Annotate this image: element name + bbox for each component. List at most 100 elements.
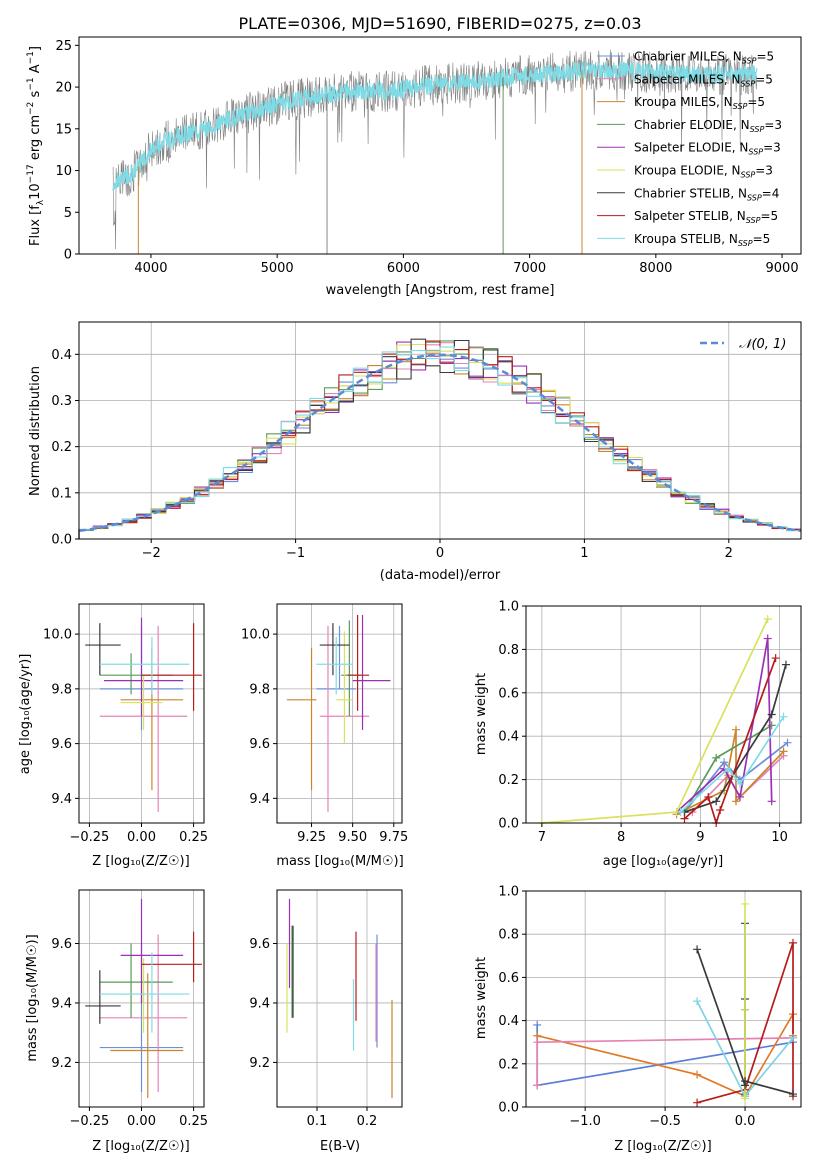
histogram-ylabel: Normed distribution xyxy=(28,366,43,496)
x-tick-label: −2 xyxy=(142,546,161,561)
weight-marker xyxy=(741,1094,750,1103)
legend-label: Kroupa STELIB, NSSP=5 xyxy=(634,232,770,248)
spectrum-ylabel: Flux [fλ10−17 erg cm−2 s−1 A−1] xyxy=(26,46,46,246)
y-tick-label: 0.8 xyxy=(498,928,519,943)
y-tick-label: 1.0 xyxy=(498,600,519,615)
weight-marker xyxy=(789,1090,798,1099)
y-tick-label: 9.2 xyxy=(51,1056,72,1071)
gauss-legend-label: 𝒩(0, 1) xyxy=(739,337,786,352)
ebv-mass-panel: 0.1 0.2 9.2 9.4 9.6 E(B-V) xyxy=(249,889,403,1154)
legend-label: Salpeter MILES, NSSP=5 xyxy=(634,72,773,88)
x-tick-label: 2 xyxy=(725,546,733,561)
weight-marker xyxy=(735,792,744,801)
y-tick-label: 0.0 xyxy=(498,1101,519,1116)
mass-age-xlabel: mass [log₁₀(M/M☉)] xyxy=(276,854,403,869)
weight-marker xyxy=(783,738,792,747)
z-mass-xlabel: Z [log₁₀(Z/Z☉)] xyxy=(92,1139,189,1154)
z-weight-panel: −1.0 −0.5 0.0 0.0 0.2 0.4 0.6 0.8 1.0 Z [log₁₀(Z… xyxy=(474,885,802,1154)
z-mass-panel: −0.25 0.00 0.25 9.2 9.4 9.6 Z [log₁₀(Z/Z☉)] m… xyxy=(25,889,208,1154)
y-tick-label: 9.6 xyxy=(51,937,72,952)
legend-label: Chabrier ELODIE, NSSP=3 xyxy=(634,118,782,134)
weight-marker xyxy=(767,721,776,730)
x-tick-label: 9.50 xyxy=(338,830,367,845)
y-tick-label: 0.4 xyxy=(51,348,72,363)
histogram-series xyxy=(78,338,801,539)
y-tick-label: 0.6 xyxy=(498,971,519,986)
y-tick-label: 0.2 xyxy=(498,1057,519,1072)
y-tick-label: 0.8 xyxy=(498,643,519,658)
weight-marker xyxy=(771,654,780,663)
y-tick-label: 9.6 xyxy=(249,737,270,752)
spectrum-legend: Chabrier MILES, NSSP=5 Salpeter MILES, NS… xyxy=(597,50,782,248)
weight-series-line xyxy=(679,716,785,813)
z-age-panel: −0.25 0.00 0.25 9.4 9.6 9.8 10.0 Z [log₁₀(Z/Z☉… xyxy=(18,603,208,869)
age-weight-xlabel: age [log₁₀(age/yr)] xyxy=(603,854,724,869)
spectrum-panel: 4000 5000 6000 7000 8000 9000 0 5 10 15 20 25 wavel… xyxy=(26,36,802,298)
x-tick-label: 0.00 xyxy=(127,830,156,845)
weight-marker xyxy=(533,1020,542,1029)
weight-series-line xyxy=(696,942,794,1104)
weight-marker xyxy=(724,764,733,773)
spectrum-axes-frame xyxy=(78,36,802,255)
weight-marker xyxy=(716,805,725,814)
y-tick-label: 0.4 xyxy=(498,730,519,745)
weight-marker xyxy=(533,1081,542,1090)
y-tick-label: 0.0 xyxy=(51,533,72,548)
weight-marker xyxy=(693,1070,702,1079)
z-weight-xlabel: Z [log₁₀(Z/Z☉)] xyxy=(614,1139,711,1154)
y-tick-label: 0.0 xyxy=(498,817,519,832)
legend-label: Kroupa ELODIE, NSSP=3 xyxy=(634,164,773,180)
gauss-curve xyxy=(78,353,802,533)
y-tick-label: 0.3 xyxy=(51,394,72,409)
histogram-xlabel: (data-model)/error xyxy=(380,568,501,583)
x-tick-label: 0.2 xyxy=(357,1114,378,1129)
mass-age-axes-frame xyxy=(276,603,403,824)
weight-marker xyxy=(533,1038,542,1047)
spectrum-xlabel: wavelength [Angstrom, rest frame] xyxy=(326,283,555,298)
y-tick-label: 0.6 xyxy=(498,686,519,701)
weight-marker xyxy=(779,712,788,721)
x-tick-label: 5000 xyxy=(261,261,294,276)
histogram-legend: 𝒩(0, 1) xyxy=(700,337,786,352)
z-age-xlabel: Z [log₁₀(Z/Z☉)] xyxy=(92,854,189,869)
x-tick-label: 4000 xyxy=(134,261,167,276)
y-tick-label: 1.0 xyxy=(498,885,519,900)
x-tick-label: 7000 xyxy=(513,261,546,276)
x-tick-label: 9.75 xyxy=(379,830,408,845)
legend-label: Kroupa MILES, NSSP=5 xyxy=(634,95,765,111)
weight-marker xyxy=(763,634,772,643)
y-tick-label: 0 xyxy=(64,248,72,263)
model-spectrum xyxy=(112,59,758,191)
x-tick-label: 0.25 xyxy=(179,1114,208,1129)
x-tick-label: 7 xyxy=(538,830,546,845)
weight-marker xyxy=(693,945,702,954)
y-tick-label: 0.4 xyxy=(498,1014,519,1029)
y-tick-label: 25 xyxy=(55,39,72,54)
weight-marker xyxy=(676,808,685,817)
residual-histogram-panel: −2 −1 0 1 2 0.0 0.1 0.2 0.3 0.4 (data-model)/erro… xyxy=(28,321,802,583)
x-tick-label: −0.25 xyxy=(69,1114,109,1129)
x-tick-label: 8 xyxy=(617,830,625,845)
y-tick-label: 20 xyxy=(55,81,72,96)
y-tick-label: 10 xyxy=(55,164,72,179)
x-tick-label: 0.00 xyxy=(127,1114,156,1129)
weight-series-line xyxy=(683,657,777,826)
weight-marker xyxy=(781,660,790,669)
x-tick-label: −1 xyxy=(286,546,305,561)
weight-marker xyxy=(732,725,741,734)
y-tick-label: 9.4 xyxy=(51,792,72,807)
x-tick-label: 0.1 xyxy=(307,1114,328,1129)
x-tick-label: 0.0 xyxy=(735,1114,756,1129)
age-weight-ylabel: mass weight xyxy=(474,673,489,755)
y-tick-label: 5 xyxy=(64,206,72,221)
y-tick-label: 9.4 xyxy=(249,792,270,807)
legend-label: Salpeter STELIB, NSSP=5 xyxy=(634,209,778,225)
legend-label: Chabrier MILES, NSSP=5 xyxy=(634,50,774,66)
y-tick-label: 10.0 xyxy=(241,628,270,643)
x-tick-label: 10 xyxy=(771,830,788,845)
weight-marker xyxy=(767,710,776,719)
legend-label: Salpeter ELODIE, NSSP=3 xyxy=(634,141,781,157)
z-weight-ylabel: mass weight xyxy=(474,957,489,1039)
weight-marker xyxy=(741,1077,750,1086)
